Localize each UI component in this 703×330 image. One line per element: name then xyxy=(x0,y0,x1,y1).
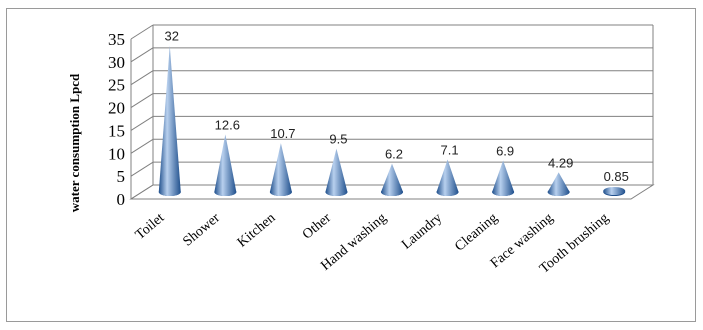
data-label: 6.2 xyxy=(385,147,403,162)
gridline-depth xyxy=(130,138,154,154)
cone-body xyxy=(492,160,515,196)
y-tick-label: 20 xyxy=(108,99,125,118)
gridline-depth xyxy=(130,47,154,63)
y-tick-label: 25 xyxy=(108,76,125,95)
y-axis-label: water consumption Lpcd xyxy=(67,73,82,212)
cone-bar xyxy=(381,163,403,196)
cone-body xyxy=(325,148,348,196)
grid-lines xyxy=(129,24,655,200)
category-label: Cleaning xyxy=(452,211,500,255)
cone-bar xyxy=(436,159,459,196)
chart-frame: 0 5 10 15 20 25 30 35 32 12.6 10.7 9.5 6.2 7.1 6.9 4.2… xyxy=(6,8,696,322)
cone-body xyxy=(214,134,237,196)
category-label: Other xyxy=(300,210,334,242)
y-tick-label: 5 xyxy=(117,167,126,186)
y-axis-ticks: 0 5 10 15 20 25 30 35 xyxy=(108,30,125,209)
floor xyxy=(129,184,655,200)
data-label: 7.1 xyxy=(441,143,459,158)
y-tick-label: 30 xyxy=(108,53,125,72)
cone-bar-chart: 0 5 10 15 20 25 30 35 32 12.6 10.7 9.5 6.2 7.1 6.9 4.2… xyxy=(67,24,655,277)
y-tick-label: 0 xyxy=(117,190,126,209)
y-tick-label: 10 xyxy=(108,144,125,163)
cone-body xyxy=(547,172,570,196)
gridline-depth xyxy=(130,24,154,40)
cone-body xyxy=(158,45,181,196)
category-label: Shower xyxy=(180,210,223,249)
gridline-depth xyxy=(130,116,154,131)
data-labels: 32 12.6 10.7 9.5 6.2 7.1 6.9 4.29 0.85 xyxy=(165,29,629,184)
data-label: 12.6 xyxy=(215,117,240,132)
data-label: 4.29 xyxy=(548,155,573,170)
data-label: 6.9 xyxy=(496,143,514,158)
data-label: 9.5 xyxy=(329,132,347,147)
cone-bar xyxy=(158,45,181,196)
gridline-depth xyxy=(130,161,154,177)
cone-body xyxy=(269,143,292,196)
cone-bar xyxy=(269,143,292,196)
cone-bar xyxy=(214,134,237,196)
cone-body xyxy=(603,187,626,195)
cone-bar xyxy=(547,172,570,196)
cone-body xyxy=(436,159,459,196)
category-label: Laundry xyxy=(399,211,445,253)
category-label: Toilet xyxy=(133,211,168,243)
category-label: Kitchen xyxy=(235,211,279,251)
cone-bar xyxy=(325,148,348,196)
cones xyxy=(158,45,626,196)
data-label: 32 xyxy=(165,29,179,44)
y-tick-label: 15 xyxy=(108,121,125,140)
cone-bar xyxy=(603,187,626,196)
cone-bar xyxy=(492,160,515,196)
data-label: 10.7 xyxy=(270,126,295,141)
y-tick-label: 35 xyxy=(108,30,125,49)
gridline-depth xyxy=(130,70,154,86)
data-label: 0.85 xyxy=(604,169,629,184)
gridline-depth xyxy=(130,93,154,108)
cone-body xyxy=(381,163,403,196)
